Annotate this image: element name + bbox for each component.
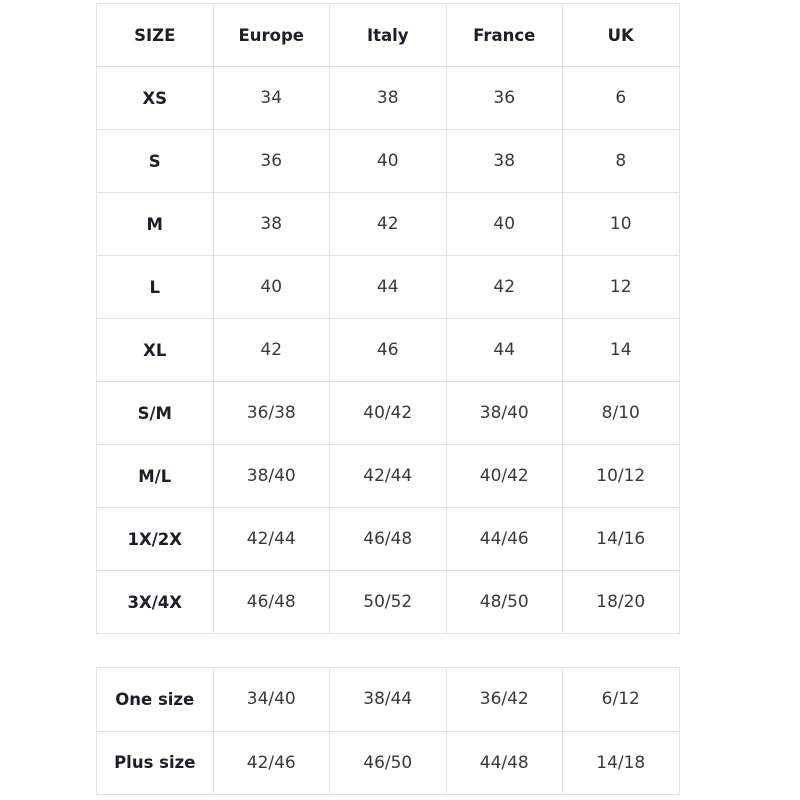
size-value: 40	[329, 129, 447, 193]
size-label: L	[96, 255, 214, 319]
size-value: 40	[212, 255, 330, 319]
size-value: 34	[212, 66, 330, 130]
size-value: 40/42	[445, 444, 563, 508]
size-value: 18/20	[562, 570, 680, 634]
size-label: M/L	[96, 444, 214, 508]
size-value: 36	[212, 129, 330, 193]
size-value: 44	[445, 318, 563, 382]
size-value: 38/40	[445, 381, 563, 445]
table-row: 3X/4X 46/48 50/52 48/50 18/20	[96, 570, 680, 634]
size-label: XL	[96, 318, 214, 382]
table-row: S 36 40 38 8	[96, 129, 680, 193]
size-value: 42	[329, 192, 447, 256]
one-plus-size-table: One size 34/40 38/44 36/42 6/12 Plus size 42/4…	[96, 667, 680, 795]
size-label: One size	[96, 667, 214, 732]
size-value: 36	[445, 66, 563, 130]
column-header: SIZE	[96, 3, 214, 67]
size-value: 6	[562, 66, 680, 130]
column-header: Europe	[212, 3, 330, 67]
size-value: 14/18	[562, 730, 680, 795]
table-row: One size 34/40 38/44 36/42 6/12	[96, 667, 680, 732]
size-value: 40/42	[329, 381, 447, 445]
table-row: Plus size 42/46 46/50 44/48 14/18	[96, 730, 680, 795]
size-value: 8	[562, 129, 680, 193]
size-value: 46/48	[329, 507, 447, 571]
table-row: 1X/2X 42/44 46/48 44/46 14/16	[96, 507, 680, 571]
size-value: 46/50	[329, 730, 447, 795]
table-row: S/M 36/38 40/42 38/40 8/10	[96, 381, 680, 445]
size-value: 44/46	[445, 507, 563, 571]
size-value: 10/12	[562, 444, 680, 508]
table-row: XS 34 38 36 6	[96, 66, 680, 130]
size-value: 42	[212, 318, 330, 382]
size-value: 38/40	[212, 444, 330, 508]
size-label: S	[96, 129, 214, 193]
size-label: Plus size	[96, 730, 214, 795]
table-row: XL 42 46 44 14	[96, 318, 680, 382]
size-value: 40	[445, 192, 563, 256]
size-value: 46/48	[212, 570, 330, 634]
table-row: L 40 44 42 12	[96, 255, 680, 319]
size-value: 6/12	[562, 667, 680, 732]
size-value: 8/10	[562, 381, 680, 445]
size-value: 42/44	[212, 507, 330, 571]
size-value: 34/40	[212, 667, 330, 732]
size-value: 42/44	[329, 444, 447, 508]
size-value: 38/44	[329, 667, 447, 732]
size-value: 42	[445, 255, 563, 319]
size-value: 38	[329, 66, 447, 130]
column-header: Italy	[329, 3, 447, 67]
size-value: 38	[212, 192, 330, 256]
header-row: SIZE Europe Italy France UK	[96, 3, 680, 67]
size-value: 36/42	[445, 667, 563, 732]
size-chart-table: SIZE Europe Italy France UK XS 34 38 36 6 S 36 40 38 8…	[96, 3, 680, 634]
size-value: 44/48	[445, 730, 563, 795]
size-value: 42/46	[212, 730, 330, 795]
size-value: 46	[329, 318, 447, 382]
size-label: S/M	[96, 381, 214, 445]
column-header: France	[445, 3, 563, 67]
size-value: 38	[445, 129, 563, 193]
size-value: 50/52	[329, 570, 447, 634]
size-value: 14/16	[562, 507, 680, 571]
table-row: M/L 38/40 42/44 40/42 10/12	[96, 444, 680, 508]
size-label: 1X/2X	[96, 507, 214, 571]
size-value: 12	[562, 255, 680, 319]
size-label: 3X/4X	[96, 570, 214, 634]
size-value: 14	[562, 318, 680, 382]
size-value: 36/38	[212, 381, 330, 445]
table-row: M 38 42 40 10	[96, 192, 680, 256]
size-value: 44	[329, 255, 447, 319]
size-label: XS	[96, 66, 214, 130]
column-header: UK	[562, 3, 680, 67]
size-value: 10	[562, 192, 680, 256]
size-value: 48/50	[445, 570, 563, 634]
size-label: M	[96, 192, 214, 256]
